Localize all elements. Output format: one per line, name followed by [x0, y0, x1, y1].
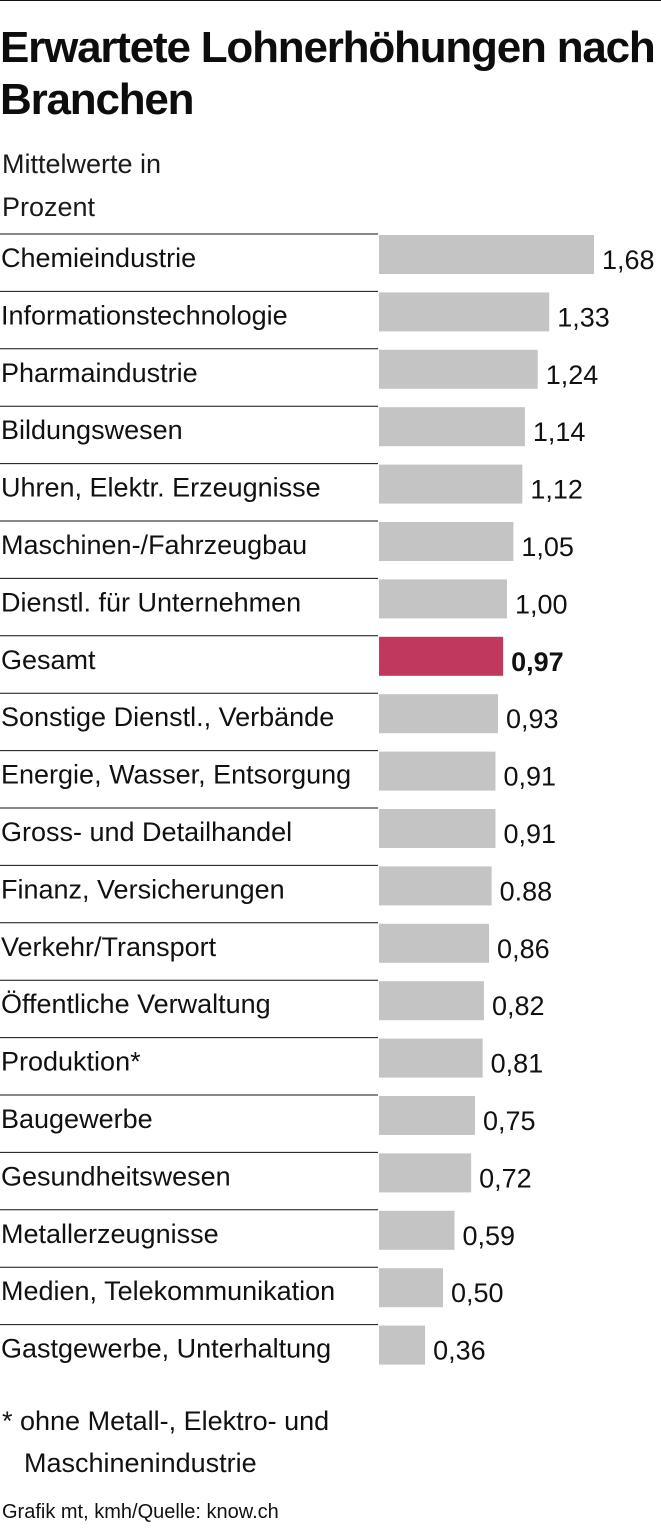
category-label-maschinen-fahrzeugbau: Maschinen-/Fahrzeugbau — [1, 530, 307, 560]
category-label-pharmaindustrie: Pharmaindustrie — [1, 358, 198, 388]
bar-chart: Chemieindustrie 1,68 Informationstechnolog… — [0, 233, 655, 1366]
bar-gastgewerbe-unterhaltung — [379, 1325, 426, 1365]
top-rule — [0, 0, 661, 1]
value-label-gesundheitswesen: 0,72 — [479, 1163, 532, 1193]
category-label-sonstige-dienstl-verbaende: Sonstige Dienstl., Verbände — [1, 702, 334, 732]
bar-oeffentliche-verwaltung — [379, 981, 484, 1021]
category-label-bildungswesen: Bildungswesen — [1, 415, 183, 445]
bar-metallerzeugnisse — [379, 1210, 455, 1250]
bar-bildungswesen — [379, 407, 525, 447]
value-label-maschinen-fahrzeugbau: 1,05 — [521, 532, 574, 562]
bar-dienstl-fuer-unternehmen — [379, 579, 507, 619]
value-label-produktion: 0,81 — [491, 1049, 544, 1079]
bar-gesamt — [379, 636, 504, 676]
category-label-finanz-versicherungen: Finanz, Versicherungen — [1, 874, 285, 904]
footnote: * ohne Metall-, Elektro- und Maschinenin… — [2, 1400, 402, 1484]
category-label-gesundheitswesen: Gesundheitswesen — [1, 1161, 231, 1191]
bar-informationstechnologie — [379, 292, 550, 332]
value-label-gesamt: 0,97 — [511, 647, 564, 677]
bar-medien-telekommunikation — [379, 1268, 443, 1308]
chart-title: Erwartete Lohnerhöhungen nach Branchen — [0, 23, 656, 124]
value-label-dienstl-fuer-unternehmen: 1,00 — [515, 589, 568, 619]
value-label-pharmaindustrie: 1,24 — [546, 360, 599, 390]
value-label-gastgewerbe-unterhaltung: 0,36 — [433, 1336, 486, 1366]
value-label-uhren-elektr-erzeugnisse: 1,12 — [530, 475, 583, 505]
category-label-metallerzeugnisse: Metallerzeugnisse — [1, 1219, 219, 1249]
value-label-verkehr-transport: 0,86 — [497, 934, 550, 964]
bar-produktion — [379, 1038, 483, 1078]
source-credit: Grafik mt, kmh/Quelle: know.ch — [2, 1501, 279, 1523]
category-label-dienstl-fuer-unternehmen: Dienstl. für Unternehmen — [1, 587, 301, 617]
category-label-oeffentliche-verwaltung: Öffentliche Verwaltung — [1, 989, 271, 1019]
category-label-chemieindustrie: Chemieindustrie — [1, 243, 196, 273]
category-label-gastgewerbe-unterhaltung: Gastgewerbe, Unterhaltung — [1, 1334, 331, 1364]
bar-finanz-versicherungen — [379, 866, 492, 906]
value-label-metallerzeugnisse: 0,59 — [463, 1221, 516, 1251]
bar-uhren-elektr-erzeugnisse — [379, 464, 523, 504]
bar-gross-und-detailhandel — [379, 809, 496, 848]
bar-verkehr-transport — [379, 923, 490, 963]
chart-subtitle: Mittelwerte in Prozent — [2, 149, 162, 222]
value-label-energie-wasser-entsorgung: 0,91 — [503, 762, 556, 792]
category-label-gesamt: Gesamt — [1, 645, 96, 675]
value-label-baugewerbe: 0,75 — [483, 1106, 536, 1136]
value-label-finanz-versicherungen: 0.88 — [500, 876, 553, 906]
value-label-sonstige-dienstl-verbaende: 0,93 — [506, 704, 559, 734]
bar-baugewerbe — [379, 1096, 475, 1135]
value-label-oeffentliche-verwaltung: 0,82 — [492, 991, 545, 1021]
value-label-medien-telekommunikation: 0,50 — [451, 1278, 504, 1308]
category-label-uhren-elektr-erzeugnisse: Uhren, Elektr. Erzeugnisse — [1, 473, 321, 503]
value-label-chemieindustrie: 1,68 — [602, 245, 655, 275]
bar-energie-wasser-entsorgung — [379, 751, 496, 791]
category-label-baugewerbe: Baugewerbe — [1, 1104, 153, 1134]
value-label-gross-und-detailhandel: 0,91 — [503, 819, 556, 849]
footnote-line-2: Maschinenindustrie — [24, 1448, 257, 1478]
bar-chemieindustrie — [379, 235, 594, 274]
category-label-verkehr-transport: Verkehr/Transport — [1, 932, 217, 962]
bar-maschinen-fahrzeugbau — [379, 522, 514, 561]
value-label-informationstechnologie: 1,33 — [557, 302, 610, 332]
category-label-medien-telekommunikation: Medien, Telekommunikation — [1, 1276, 335, 1306]
value-label-bildungswesen: 1,14 — [533, 417, 586, 447]
category-label-informationstechnologie: Informationstechnologie — [1, 300, 288, 330]
category-label-energie-wasser-entsorgung: Energie, Wasser, Entsorgung — [1, 760, 351, 790]
category-label-produktion: Produktion* — [1, 1047, 141, 1077]
bar-gesundheitswesen — [379, 1153, 472, 1193]
bar-sonstige-dienstl-verbaende — [379, 694, 499, 734]
category-label-gross-und-detailhandel: Gross- und Detailhandel — [1, 817, 292, 847]
footnote-line-1: * ohne Metall-, Elektro- und — [2, 1406, 330, 1436]
bar-pharmaindustrie — [379, 349, 538, 389]
